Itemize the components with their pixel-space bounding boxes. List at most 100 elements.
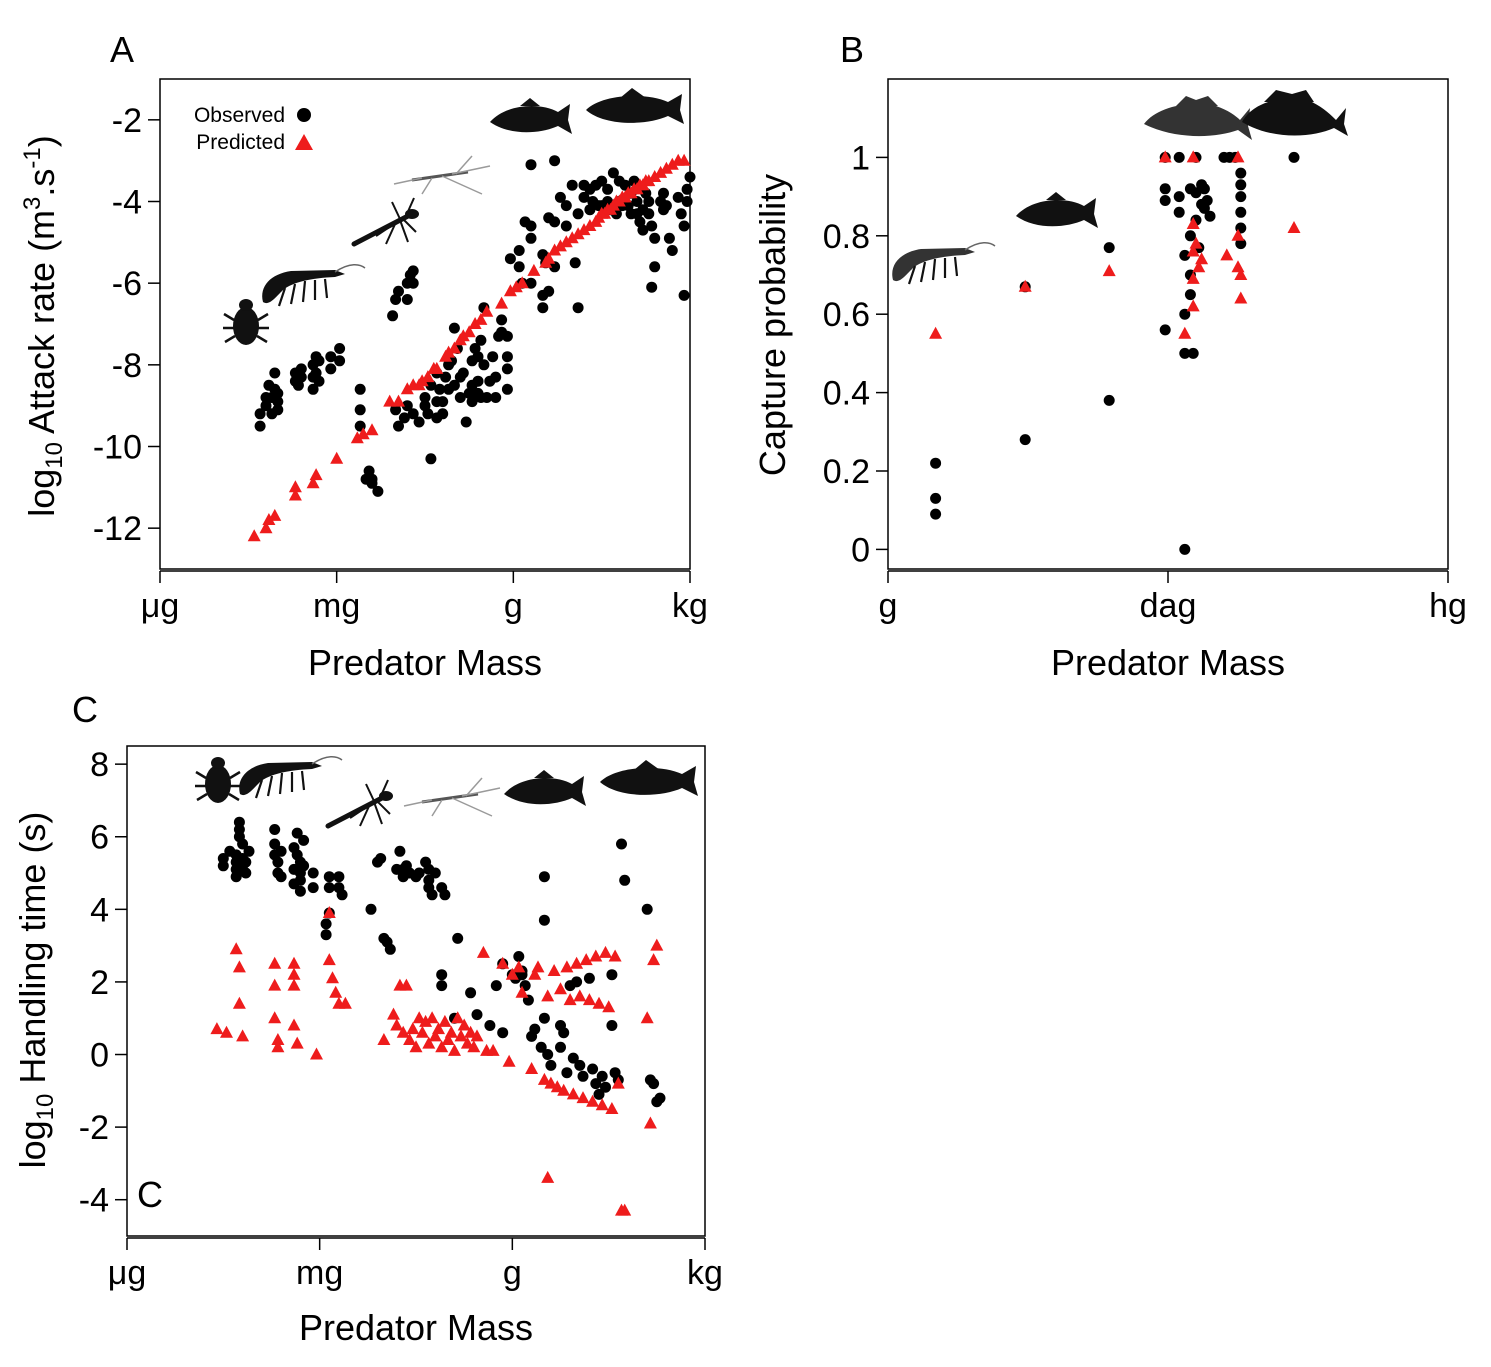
observed-point [472,375,484,387]
predicted-point [547,964,561,976]
predicted-point [1231,260,1245,273]
predicted-point [570,956,584,969]
predicted-point [505,967,519,980]
predicted-point [1231,150,1245,163]
predicted-point [412,1011,426,1024]
predicted-point [565,231,579,244]
bass-silhouette [1242,90,1348,136]
observed-point [525,277,537,289]
observed-point [240,856,252,868]
observed-point [434,383,446,395]
observed-point [930,457,942,469]
observed-point [298,860,310,872]
panel-a: μg mg g kg -2 -4 -6 -8 -10 -12 Predator Mass log… [19,78,708,683]
predicted-point [247,529,261,542]
predicted-point [451,1011,465,1024]
predicted-point [259,521,273,534]
y-tick-label: -2 [112,102,142,140]
small-fish-silhouette [1016,192,1098,228]
predicted-point [1287,221,1301,233]
observed-point [607,167,619,179]
y-tick-label: 1 [851,139,870,177]
observed-point [666,245,678,256]
water-strider-silhouette [402,776,502,818]
predicted-point [396,1025,410,1038]
predicted-point [1102,264,1116,277]
observed-point [472,351,484,363]
predicted-point [415,1025,429,1038]
y-tick-label: -10 [93,429,142,467]
observed-point [325,351,337,363]
predicted-point [454,1029,468,1042]
observed-point [334,343,346,354]
observed-point [425,453,437,465]
observed-point [560,220,572,232]
panel-a-y-title-log: log [21,469,62,517]
observed-point [663,232,675,244]
observed-point [413,867,425,879]
predicted-point [1186,244,1200,257]
panel-c-y-title-log: log [12,1120,53,1168]
observed-point [471,1009,483,1021]
observed-point [260,400,272,412]
observed-point [631,196,643,207]
y-tick-label: -4 [112,184,142,222]
predicted-point [495,296,509,309]
predicted-point [365,423,379,436]
predicted-point [541,1170,555,1183]
y-tick-label: 0 [90,1037,109,1075]
observed-point [298,834,310,846]
observed-point [240,867,252,879]
observed-point [323,871,335,883]
shrimp-silhouette [891,241,997,286]
observed-point [649,261,661,273]
predicted-point [665,157,679,170]
observed-point [1190,187,1202,199]
predicted-point [528,967,542,980]
observed-point [1198,183,1210,195]
observed-point [646,281,658,293]
observed-point [1235,238,1247,250]
x-tick-label: g [504,587,523,625]
beetle-larva-silhouette [193,755,243,805]
observed-point [254,408,266,420]
predicted-point [415,374,429,387]
observed-point [643,196,655,207]
predicted-point [608,949,622,962]
predicted-point [268,508,282,521]
observed-point [930,492,942,504]
observed-point [436,969,448,981]
observed-point [401,294,413,305]
panel-b-y-title: Capture probability [752,174,793,476]
observed-point [365,903,377,915]
observed-point [1235,206,1247,218]
observed-point [272,404,284,416]
predicted-point [602,1000,616,1013]
observed-point [537,289,549,301]
observed-point [354,383,366,395]
observed-point [643,208,655,220]
predicted-point [544,1076,558,1089]
observed-point [407,265,419,277]
observed-point [572,208,584,220]
predicted-point [571,227,585,240]
observed-point [426,889,438,901]
observed-point [542,1049,554,1060]
observed-point [323,882,335,894]
predicted-point [350,431,364,444]
predicted-point [287,956,301,969]
observed-point [422,408,434,420]
predicted-point [650,938,664,951]
predicted-point [640,1011,654,1024]
observed-point [545,1059,557,1071]
predicted-point [232,960,246,973]
observed-point [407,277,419,289]
observed-point [561,1067,573,1079]
observed-point [1019,434,1031,446]
observed-point [393,285,404,297]
predicted-point [659,161,673,174]
predicted-point [586,1094,600,1107]
predicted-point [553,239,567,252]
observed-point [1179,543,1191,555]
y-tick-label: 6 [90,819,109,857]
